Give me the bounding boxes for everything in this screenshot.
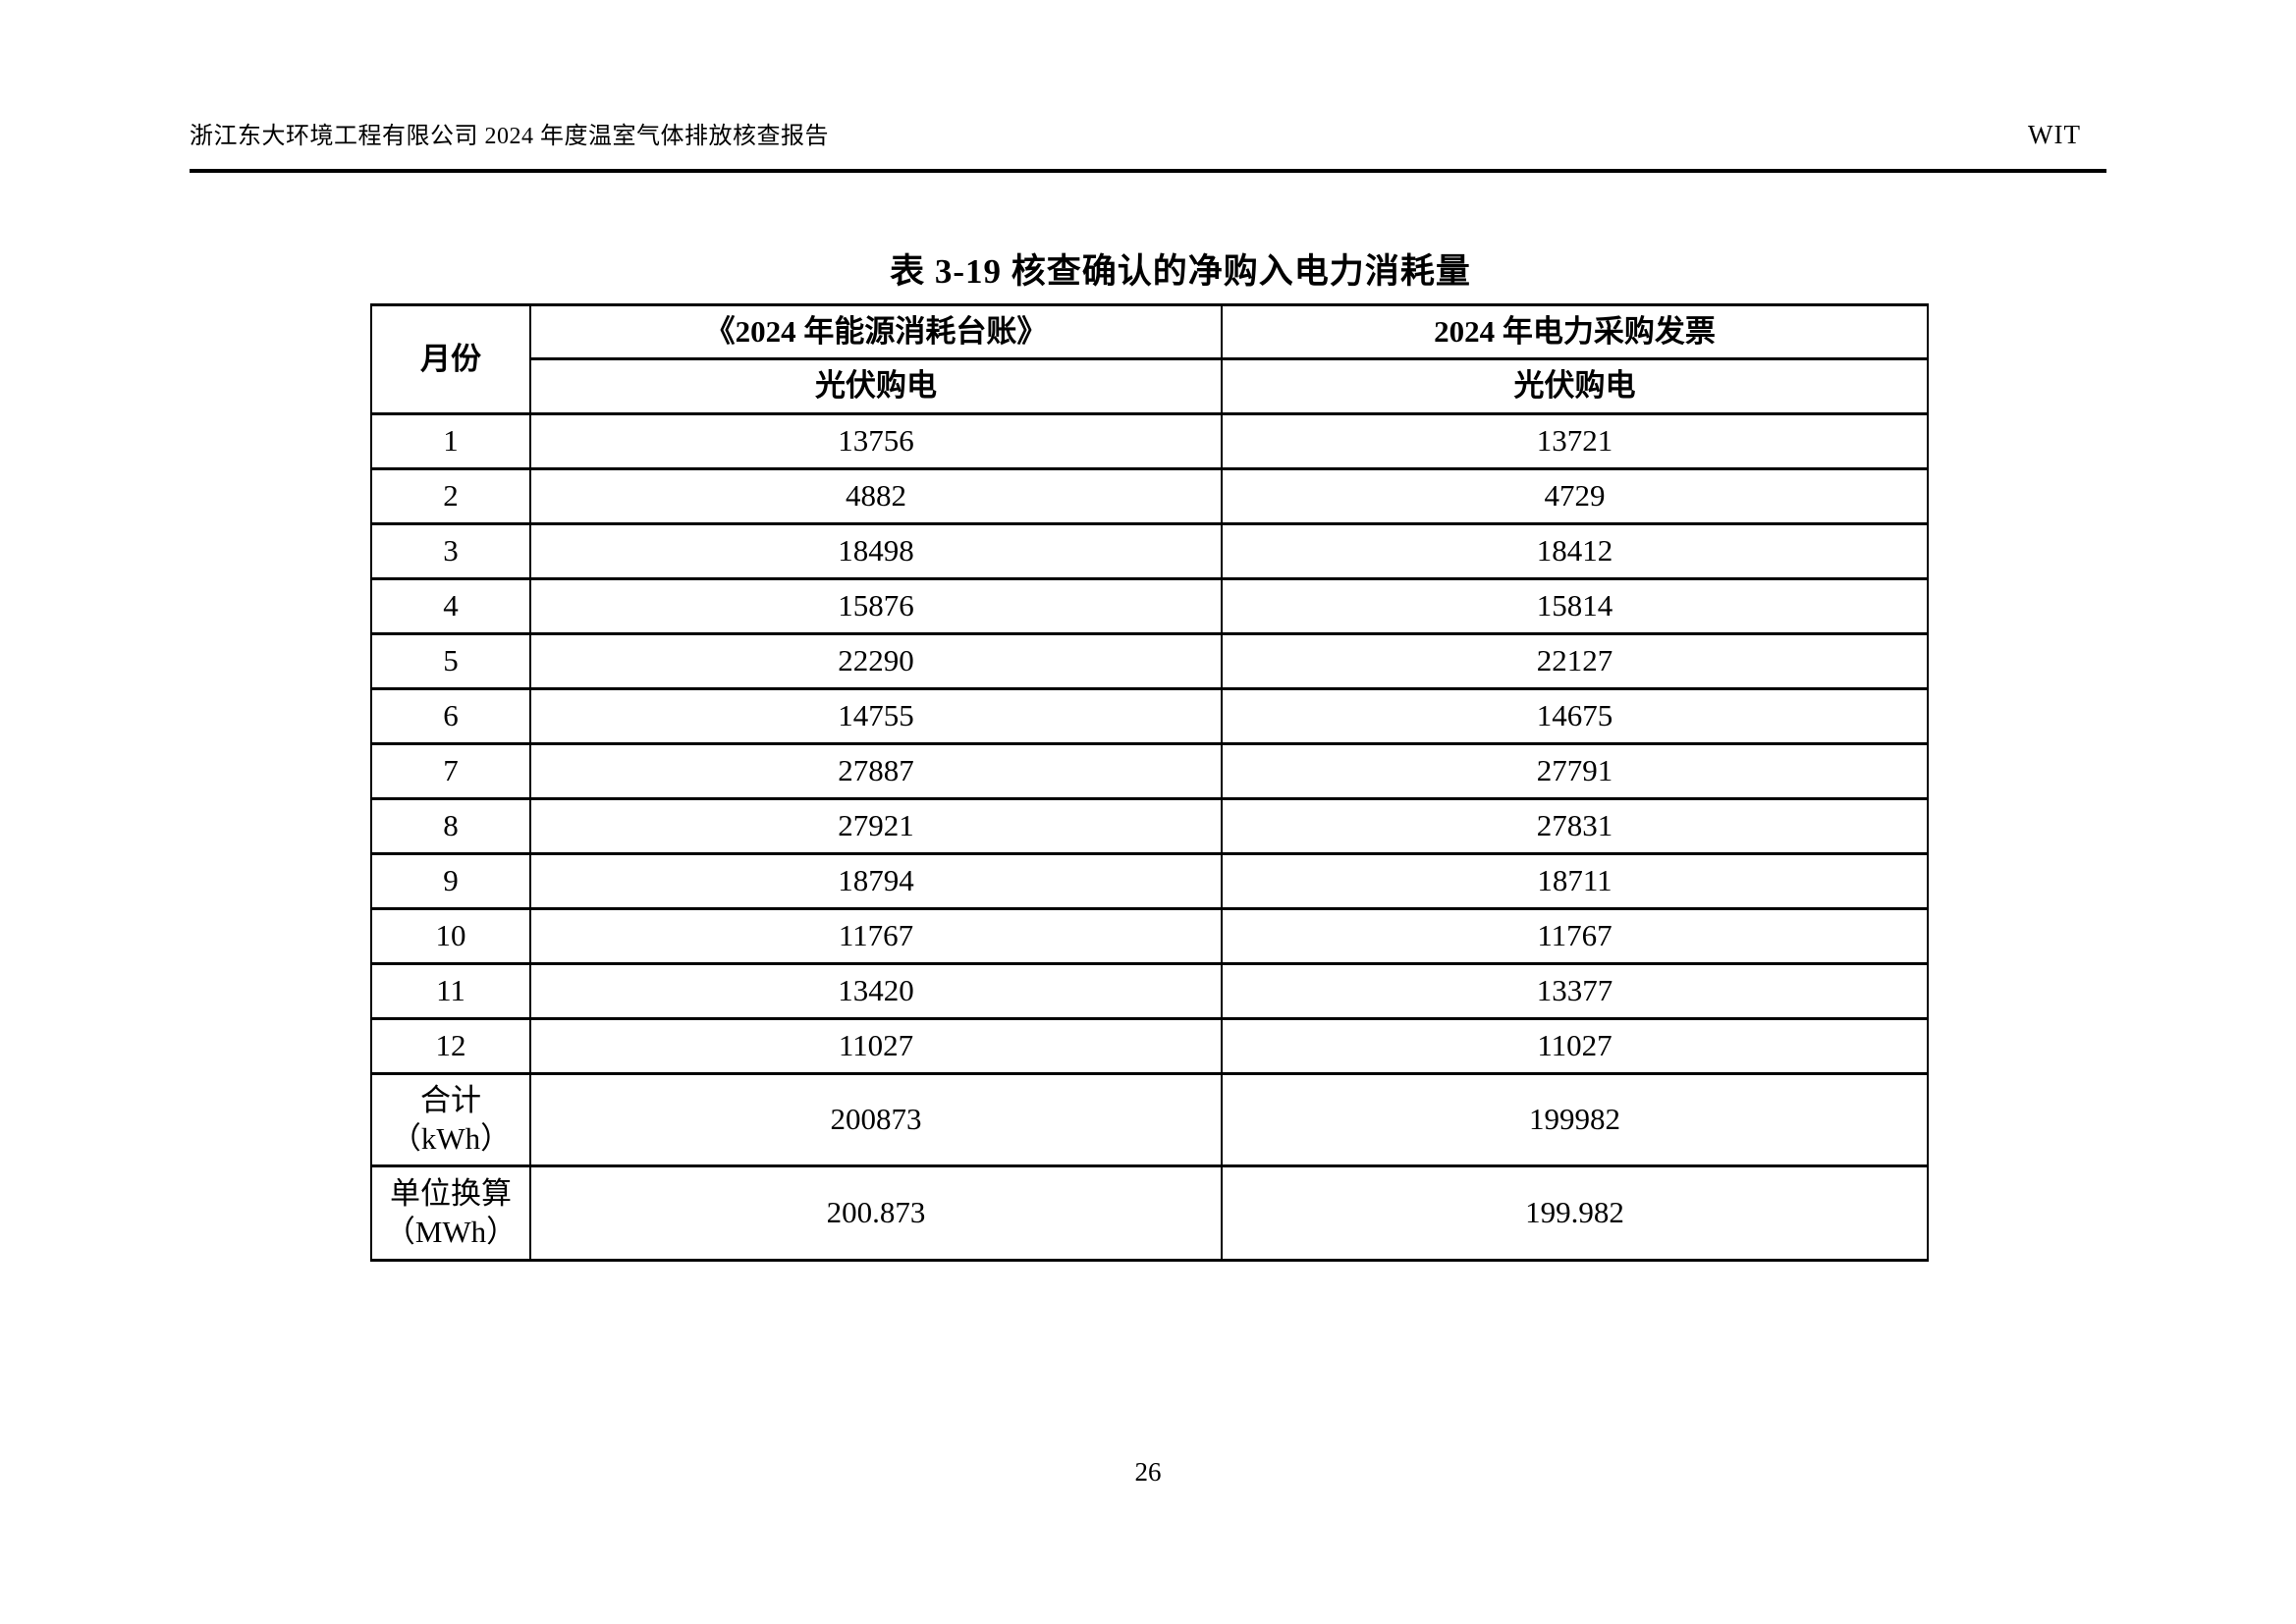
ledger-sub-header: 光伏购电 xyxy=(529,357,1223,415)
converted-label: 单位换算 xyxy=(390,1175,512,1211)
total-row: 合计 （kWh） 200873 199982 xyxy=(370,1072,1929,1167)
invoice-value-cell: 18711 xyxy=(1221,852,1929,910)
table-row: 9 18794 18711 xyxy=(370,852,1929,910)
ledger-value-cell: 18498 xyxy=(529,522,1223,580)
month-cell: 7 xyxy=(370,742,531,800)
table-caption: 表 3-19 核查确认的净购入电力消耗量 xyxy=(890,252,1471,291)
month-cell: 11 xyxy=(370,962,531,1020)
total-invoice-cell: 199982 xyxy=(1221,1072,1929,1167)
invoice-value-cell: 27791 xyxy=(1221,742,1929,800)
ledger-value-cell: 13756 xyxy=(529,412,1223,470)
invoice-group-header: 2024 年电力采购发票 xyxy=(1221,303,1929,360)
total-ledger-cell: 200873 xyxy=(529,1072,1223,1167)
month-cell: 9 xyxy=(370,852,531,910)
ledger-value-cell: 22290 xyxy=(529,632,1223,690)
header-org-mark: WIT xyxy=(2028,120,2081,149)
invoice-value-cell: 13721 xyxy=(1221,412,1929,470)
header-report-title: 浙江东大环境工程有限公司 2024 年度温室气体排放核查报告 xyxy=(190,124,829,149)
table-row: 7 27887 27791 xyxy=(370,742,1929,800)
ledger-value-cell: 4882 xyxy=(529,467,1223,525)
ledger-group-header: 《2024 年能源消耗台账》 xyxy=(529,303,1223,360)
table-row: 5 22290 22127 xyxy=(370,632,1929,690)
invoice-value-cell: 22127 xyxy=(1221,632,1929,690)
month-cell: 8 xyxy=(370,797,531,855)
month-cell: 2 xyxy=(370,467,531,525)
converted-ledger-cell: 200.873 xyxy=(529,1164,1223,1262)
invoice-value-cell: 13377 xyxy=(1221,962,1929,1020)
table-header-row-groups: 月份 《2024 年能源消耗台账》 2024 年电力采购发票 xyxy=(370,303,1929,415)
converted-label-cell: 单位换算 （MWh） xyxy=(370,1164,531,1262)
electricity-table-wrap: 月份 《2024 年能源消耗台账》 2024 年电力采购发票 光伏购电 光伏购电… xyxy=(370,303,1929,1262)
table-row: 10 11767 11767 xyxy=(370,907,1929,965)
ledger-value-cell: 13420 xyxy=(529,962,1223,1020)
invoice-value-cell: 14675 xyxy=(1221,687,1929,745)
invoice-value-cell: 11767 xyxy=(1221,907,1929,965)
ledger-value-cell: 27921 xyxy=(529,797,1223,855)
electricity-consumption-table: 月份 《2024 年能源消耗台账》 2024 年电力采购发票 光伏购电 光伏购电… xyxy=(370,303,1929,1262)
ledger-value-cell: 11767 xyxy=(529,907,1223,965)
table-row: 11 13420 13377 xyxy=(370,962,1929,1020)
table-row: 8 27921 27831 xyxy=(370,797,1929,855)
converted-invoice-cell: 199.982 xyxy=(1221,1164,1929,1262)
table-row: 6 14755 14675 xyxy=(370,687,1929,745)
table-row: 3 18498 18412 xyxy=(370,522,1929,580)
total-label: 合计 xyxy=(420,1082,481,1117)
ledger-value-cell: 15876 xyxy=(529,577,1223,635)
header-divider xyxy=(190,169,2106,173)
invoice-value-cell: 4729 xyxy=(1221,467,1929,525)
ledger-value-cell: 14755 xyxy=(529,687,1223,745)
total-label-cell: 合计 （kWh） xyxy=(370,1072,531,1167)
invoice-sub-header: 光伏购电 xyxy=(1221,357,1929,415)
table-row: 1 13756 13721 xyxy=(370,412,1929,470)
month-cell: 12 xyxy=(370,1017,531,1075)
table-row: 2 4882 4729 xyxy=(370,467,1929,525)
ledger-value-cell: 18794 xyxy=(529,852,1223,910)
month-cell: 5 xyxy=(370,632,531,690)
table-row: 4 15876 15814 xyxy=(370,577,1929,635)
converted-row: 单位换算 （MWh） 200.873 199.982 xyxy=(370,1164,1929,1262)
month-column-header: 月份 xyxy=(370,303,531,415)
ledger-value-cell: 27887 xyxy=(529,742,1223,800)
month-cell: 10 xyxy=(370,907,531,965)
month-cell: 3 xyxy=(370,522,531,580)
total-unit: （kWh） xyxy=(390,1120,512,1156)
page-number: 26 xyxy=(1134,1457,1162,1487)
page-header: 浙江东大环境工程有限公司 2024 年度温室气体排放核查报告 WIT xyxy=(190,116,2106,150)
month-cell: 4 xyxy=(370,577,531,635)
invoice-value-cell: 11027 xyxy=(1221,1017,1929,1075)
invoice-value-cell: 15814 xyxy=(1221,577,1929,635)
table-header-row-sub: 光伏购电 光伏购电 xyxy=(371,357,1929,415)
invoice-value-cell: 18412 xyxy=(1221,522,1929,580)
ledger-value-cell: 11027 xyxy=(529,1017,1223,1075)
table-row: 12 11027 11027 xyxy=(370,1017,1929,1075)
month-cell: 1 xyxy=(370,412,531,470)
converted-unit: （MWh） xyxy=(384,1214,518,1249)
invoice-value-cell: 27831 xyxy=(1221,797,1929,855)
month-cell: 6 xyxy=(370,687,531,745)
